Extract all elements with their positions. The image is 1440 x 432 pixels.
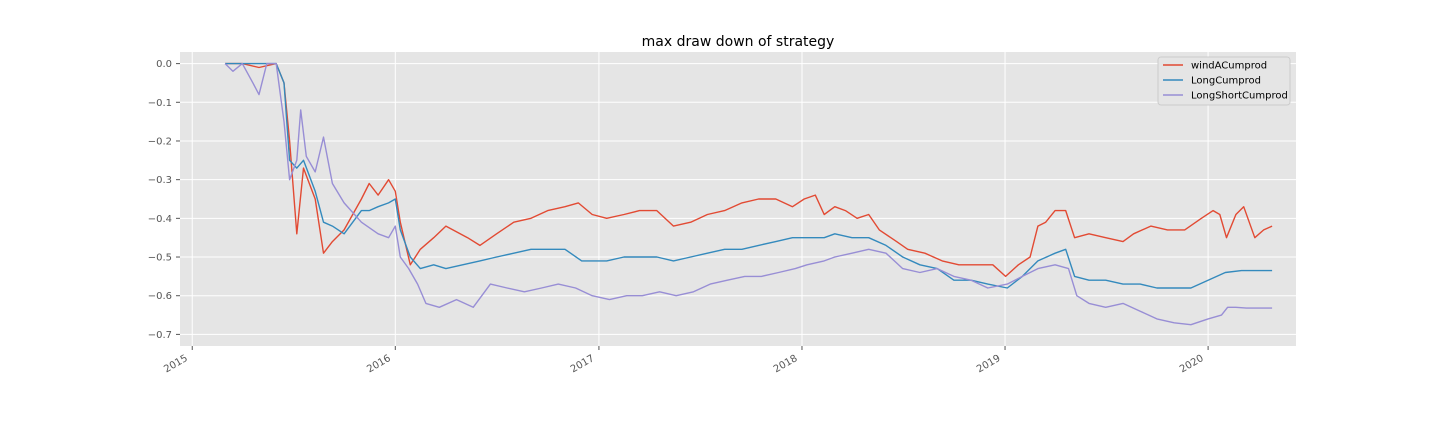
x-tick-label: 2019 <box>975 353 1003 375</box>
gridlines <box>180 52 1296 346</box>
y-tick-label: −0.1 <box>148 98 172 109</box>
y-tick-label: −0.7 <box>148 330 172 341</box>
legend: windACumprod LongCumprod LongShortCumprod <box>1157 56 1291 106</box>
y-tick-label: −0.3 <box>148 175 172 186</box>
y-axis: 0.0 −0.1 −0.2 −0.3 −0.4 −0.5 −0.6 −0.7 <box>148 59 180 341</box>
x-tick-label: 2020 <box>1178 353 1206 375</box>
x-axis: 2015 2016 2017 2018 2019 2020 <box>162 346 1209 375</box>
series-line-windACumprod <box>225 62 1273 278</box>
legend-label: LongCumprod <box>1191 76 1261 87</box>
y-tick-label: 0.0 <box>156 59 172 70</box>
x-tick-label: 2017 <box>569 353 597 375</box>
x-tick-label: 2018 <box>772 353 800 375</box>
legend-label: LongShortCumprod <box>1191 91 1288 102</box>
x-tick-label: 2015 <box>162 353 190 375</box>
series-line-LongShortCumprod <box>224 62 1273 326</box>
x-tick-label: 2016 <box>365 353 393 375</box>
series-group <box>224 62 1273 326</box>
y-tick-label: −0.5 <box>148 253 172 264</box>
legend-box <box>1157 56 1291 106</box>
y-tick-label: −0.6 <box>148 291 172 302</box>
plot-area <box>180 52 1296 346</box>
chart-title: max draw down of strategy <box>642 34 835 50</box>
series-line-LongCumprod <box>225 62 1273 289</box>
legend-label: windACumprod <box>1191 61 1267 72</box>
y-tick-label: −0.4 <box>148 214 172 225</box>
y-tick-label: −0.2 <box>148 136 172 147</box>
